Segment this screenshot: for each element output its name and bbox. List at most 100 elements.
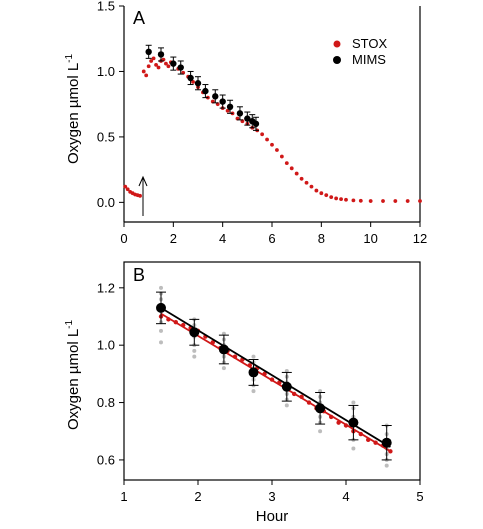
panel-a-stox-point	[381, 199, 385, 203]
panel-a-stox-point	[358, 198, 363, 203]
panel-b-replicate-point	[351, 400, 356, 405]
panel-b-x-label: Hour	[256, 508, 289, 525]
arrow-head	[138, 175, 148, 187]
panel-b: 1 2 3 4 5 0.6 0.8 1.0 1.2 B Oxygen µmol L-1 Hour	[64, 261, 424, 525]
panel-a-stox-point	[154, 63, 158, 67]
panel-b-mims-point	[348, 417, 359, 428]
panel-a-ticks: 0 2 4 6 8 10 12 0.0 0.5 1.0 1.5	[97, 0, 427, 246]
panel-a-y-tick-label: 1.5	[97, 0, 115, 14]
panel-a-mims-point	[244, 115, 251, 122]
panel-b-replicate-point	[192, 354, 197, 359]
panel-a-mims-series	[145, 44, 260, 131]
panel-b-x-tick-label: 1	[120, 489, 127, 504]
panel-b-mims-point	[218, 344, 229, 355]
panel-b-mims-series	[156, 291, 392, 461]
panel-a-x-tick-label: 6	[268, 231, 275, 246]
legend: STOX MIMS	[333, 36, 387, 67]
panel-b-mims-point	[189, 327, 200, 338]
panel-a-stox-point	[151, 56, 156, 61]
panel-a-stox-point	[304, 180, 309, 185]
legend-stox-label: STOX	[352, 36, 387, 51]
panel-a-stox-point	[138, 193, 142, 198]
panel-b-replicate-point	[159, 340, 163, 345]
panel-a-stox-point	[324, 193, 329, 198]
panel-a-y-tick-label: 0.0	[97, 195, 115, 210]
panel-a-stox-series	[123, 56, 422, 203]
panel-b-fit-line	[160, 312, 391, 453]
panel-a-stox-point	[265, 137, 269, 142]
panel-a-y-tick-label: 0.5	[97, 129, 115, 144]
panel-a-stox-point	[279, 154, 284, 159]
panel-a-stox-point	[225, 108, 230, 113]
panel-a-stox-point	[294, 171, 299, 176]
panel-a-mims-point	[202, 87, 209, 95]
panel-b-replicate-point	[159, 285, 163, 290]
panel-a-mims-point	[226, 103, 234, 111]
panel-a-stox-point	[299, 176, 304, 181]
panel-a-stox-point	[125, 187, 130, 192]
panel-a-x-tick-label: 2	[170, 231, 177, 246]
panel-a-stox-point	[260, 132, 265, 137]
panel-a-stox-point	[393, 199, 398, 203]
panel-a-stox-point	[289, 166, 294, 171]
panel-a-stox-point	[149, 59, 154, 63]
panel-a-x-tick-label: 4	[219, 231, 226, 246]
panel-a-y-label: Oxygen µmol L-1	[64, 53, 82, 164]
panel-b-y-tick-label: 0.6	[97, 452, 115, 467]
legend-mims-marker	[333, 56, 341, 64]
panel-a-stox-point	[270, 142, 274, 147]
panel-b-replicate-point	[192, 348, 197, 353]
panel-a-y-tick-label: 1.0	[97, 64, 115, 79]
panel-b-mims-point	[315, 403, 326, 414]
panel-b-label: B	[133, 265, 145, 285]
panel-a-stox-point	[123, 184, 128, 189]
panel-a-mims-point	[219, 98, 226, 105]
panel-b-y-tick-label: 1.0	[97, 338, 115, 353]
panel-b-mims-point	[156, 302, 166, 313]
panel-a-stox-point	[146, 64, 151, 69]
panel-b-x-tick-label: 5	[416, 489, 423, 504]
panel-b-replicate-point	[318, 429, 323, 434]
panel-a: 0 2 4 6 8 10 12 0.0 0.5 1.0 1.5 A STOX MIMS Oxygen…	[64, 0, 427, 246]
panel-a-stox-point	[405, 199, 410, 203]
panel-b-replicate-point	[384, 463, 389, 468]
panel-a-mims-point	[194, 80, 202, 87]
panel-a-stox-point	[339, 197, 343, 201]
panel-a-x-tick-label: 8	[318, 231, 325, 246]
legend-stox-marker	[333, 40, 341, 48]
panel-a-stox-point	[156, 65, 161, 70]
panel-a-stox-point	[351, 198, 356, 203]
panel-b-replicate-point	[221, 366, 226, 371]
panel-a-stox-point	[368, 199, 373, 203]
panel-a-stox-point	[334, 196, 339, 201]
panel-b-mims-point	[248, 367, 259, 378]
panel-a-x-tick-label: 12	[413, 231, 427, 246]
panel-b-y-tick-label: 1.2	[97, 280, 115, 295]
panel-a-stox-point	[191, 80, 195, 84]
panel-a-stox-point	[144, 73, 149, 78]
legend-mims-label: MIMS	[352, 52, 386, 67]
panel-b-ticks: 1 2 3 4 5 0.6 0.8 1.0 1.2	[97, 280, 424, 504]
panel-a-stox-point	[418, 199, 422, 203]
panel-a-x-tick-label: 10	[363, 231, 377, 246]
panel-a-stox-point	[344, 197, 348, 202]
panel-a-stox-point	[314, 188, 319, 193]
panel-b-replicate-point	[159, 328, 163, 333]
panel-b-mims-point	[281, 381, 292, 392]
panel-a-stox-point	[319, 191, 324, 196]
panel-a-stox-point	[141, 69, 146, 74]
panel-a-x-tick-label: 0	[120, 231, 127, 246]
panel-b-x-tick-label: 3	[268, 489, 275, 504]
panel-a-stox-point	[284, 161, 289, 165]
panel-a-stox-point	[166, 64, 171, 69]
panel-b-frame	[123, 261, 421, 481]
panel-b-y-tick-label: 0.8	[97, 395, 115, 410]
panel-b-replicate-point	[251, 354, 256, 359]
panel-a-label: A	[133, 8, 145, 28]
panel-b-replicate-point	[351, 446, 356, 451]
panel-b-x-tick-label: 4	[342, 489, 349, 504]
panel-b-replicate-point	[251, 389, 256, 394]
panel-a-stox-point	[329, 195, 334, 200]
panel-a-mims-point	[252, 120, 260, 128]
